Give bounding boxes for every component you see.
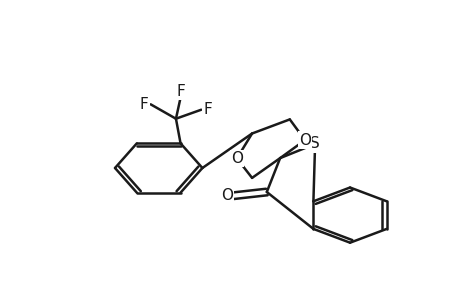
Text: F: F xyxy=(140,97,148,112)
Text: O: O xyxy=(230,151,242,166)
Text: F: F xyxy=(203,102,212,117)
Text: F: F xyxy=(176,84,185,99)
Text: O: O xyxy=(298,133,310,148)
Text: S: S xyxy=(309,136,319,152)
Text: O: O xyxy=(221,188,233,203)
